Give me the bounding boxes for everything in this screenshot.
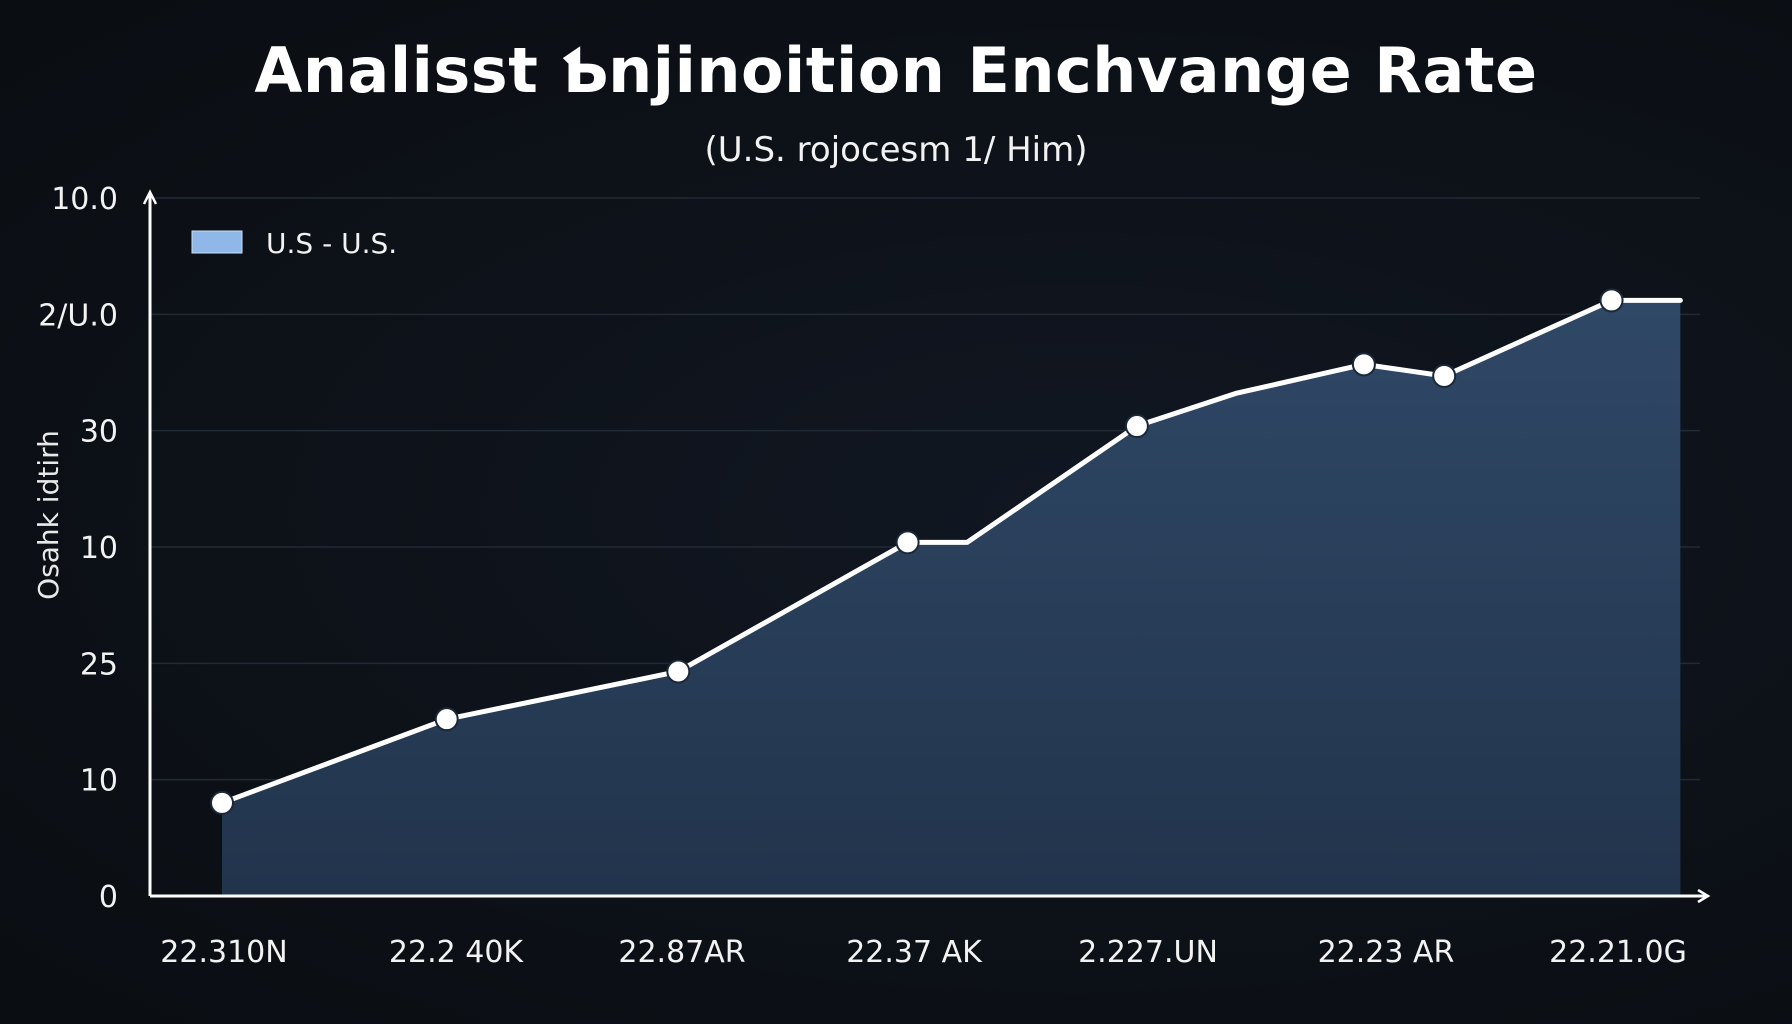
area-fill-layer xyxy=(222,300,1681,897)
data-point xyxy=(434,707,459,732)
y-tick-label: 2/U.0 xyxy=(38,298,118,333)
data-point xyxy=(210,790,234,815)
x-tick-label: 22.87AR xyxy=(618,935,745,970)
x-tick-label: 22.21.0G xyxy=(1549,935,1687,970)
y-axis-label: Osahk idtirh xyxy=(32,430,65,600)
area-fill xyxy=(222,300,1681,897)
data-point xyxy=(1432,363,1457,388)
x-tick-labels: 22.310N 22.2 40K 22.87AR 22.37 AK 2.227.UN 22… xyxy=(160,935,1687,970)
data-point xyxy=(1124,414,1149,439)
y-tick-label: 30 xyxy=(80,415,118,450)
data-point xyxy=(895,530,920,555)
chart-subtitle: (U.S. rojocesm 1/ Him) xyxy=(704,130,1088,170)
legend-label: U.S - U.S. xyxy=(266,227,397,260)
y-tick-label: 0 xyxy=(99,880,118,915)
x-tick-label: 22.37 AK xyxy=(846,935,983,970)
x-tick-label: 2.227.UN xyxy=(1078,935,1218,970)
legend: U.S - U.S. xyxy=(191,227,397,260)
axes xyxy=(142,189,1711,904)
y-tick-label: 10.0 xyxy=(51,182,118,217)
y-tick-label: 25 xyxy=(80,647,118,682)
x-axis-arrow xyxy=(1697,888,1711,904)
chart-title: Analisst Ƅnjinoition Enchvange Rate xyxy=(254,34,1538,107)
data-points xyxy=(210,288,1624,815)
legend-swatch xyxy=(191,230,243,254)
y-axis-arrow xyxy=(142,189,158,205)
x-tick-label: 22.310N xyxy=(160,935,287,970)
y-tick-label: 10 xyxy=(80,531,118,566)
x-tick-label: 22.23 AR xyxy=(1318,935,1455,970)
data-point xyxy=(666,659,691,684)
y-tick-labels: 0 10 25 10 30 2/U.0 10.0 xyxy=(38,182,118,915)
data-point xyxy=(1351,352,1376,377)
x-tick-label: 22.2 40K xyxy=(389,935,525,970)
y-tick-label: 10 xyxy=(80,764,118,799)
data-point xyxy=(1599,288,1624,313)
